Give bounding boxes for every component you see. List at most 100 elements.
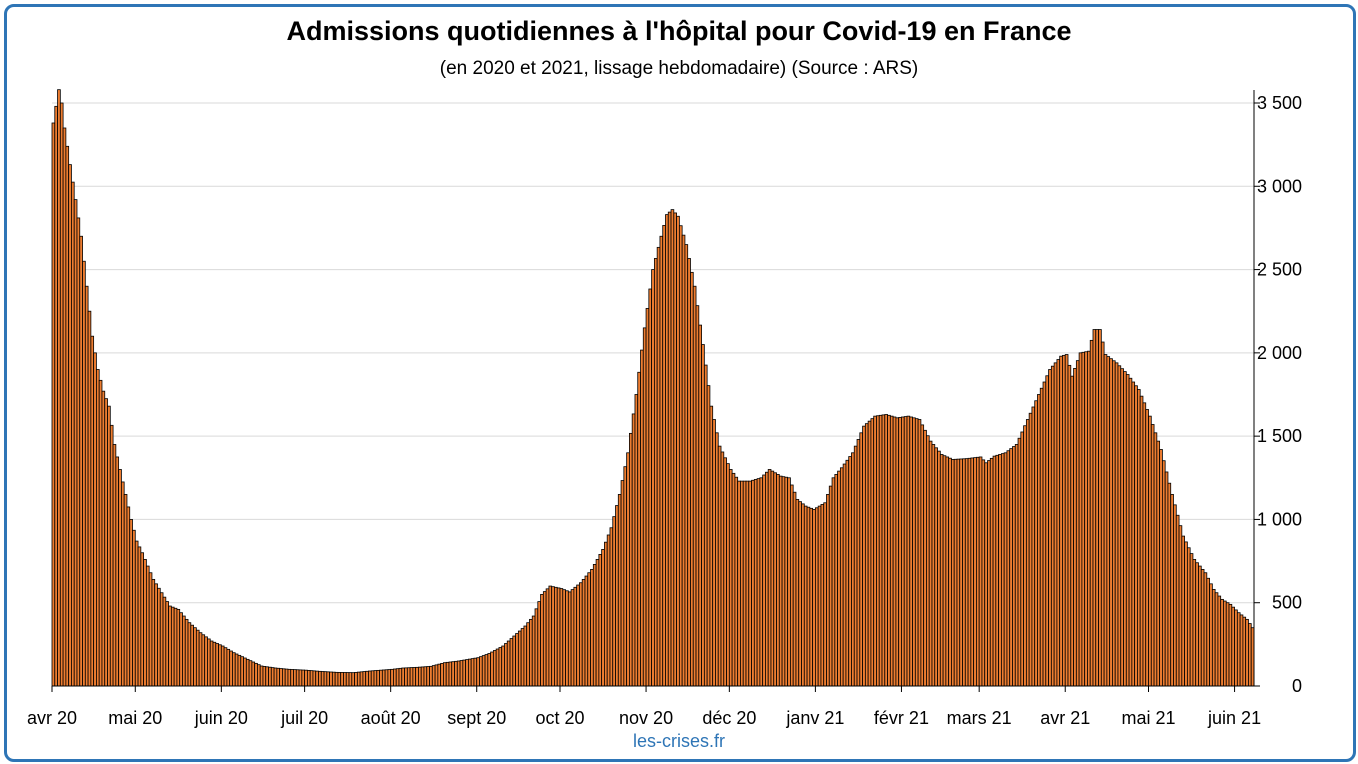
bar (162, 596, 167, 687)
bar (334, 671, 339, 687)
bar (517, 630, 522, 687)
bar (723, 457, 727, 687)
bar (1092, 329, 1097, 687)
bar (1006, 450, 1011, 687)
bar (759, 477, 764, 687)
bar (579, 582, 583, 687)
bar (670, 209, 675, 687)
bar (790, 484, 794, 687)
bar (845, 459, 850, 687)
bar (701, 344, 705, 687)
bar (240, 656, 244, 687)
bar (320, 671, 325, 687)
bar (576, 584, 580, 687)
bar (184, 618, 189, 687)
bar (343, 672, 347, 687)
bar (1120, 368, 1124, 687)
bar (1089, 339, 1094, 687)
bar (1211, 588, 1216, 687)
bar (1064, 354, 1069, 687)
bar (712, 419, 716, 687)
bar (1236, 612, 1241, 687)
bar (154, 583, 158, 687)
bar (1214, 592, 1219, 687)
bar (806, 506, 811, 687)
bar (942, 455, 947, 687)
bar (454, 660, 458, 687)
bar (115, 456, 120, 687)
bar (182, 615, 186, 687)
bar (751, 479, 755, 687)
bar (381, 669, 386, 687)
bar (237, 654, 242, 687)
bar (176, 608, 181, 687)
bar (776, 474, 780, 687)
bar (429, 665, 433, 687)
bar (665, 214, 669, 687)
bar (1100, 341, 1105, 687)
bar (437, 663, 442, 687)
bar (245, 658, 250, 687)
bar (903, 416, 908, 687)
bar (107, 405, 111, 687)
bar (1245, 618, 1249, 687)
bar (1003, 452, 1008, 687)
bar (1139, 395, 1144, 687)
bar (1159, 449, 1163, 687)
bar (101, 390, 106, 687)
y-tick-label: 3 000 (1257, 176, 1302, 196)
bar (989, 457, 994, 687)
bar (1109, 358, 1113, 687)
bar (931, 444, 936, 687)
bar (373, 670, 378, 687)
bar (634, 394, 639, 687)
bar (842, 463, 847, 687)
bar (720, 451, 725, 687)
bar (1134, 385, 1138, 687)
bar (509, 638, 514, 687)
bar (362, 671, 367, 687)
bar (753, 479, 758, 687)
bar (623, 466, 628, 687)
bar (1192, 559, 1197, 687)
bar (406, 667, 411, 687)
bar (448, 661, 453, 687)
bar (662, 225, 666, 687)
bar (290, 669, 294, 687)
bar (426, 666, 430, 687)
bar (803, 505, 808, 687)
bar (165, 601, 170, 687)
bar (559, 588, 564, 687)
x-tick-label: oct 20 (535, 708, 584, 728)
bar (604, 541, 608, 687)
x-tick-label: mars 21 (947, 708, 1012, 728)
bar (1056, 359, 1061, 687)
bar (609, 527, 614, 687)
bar (1231, 606, 1235, 687)
bar (1223, 600, 1227, 687)
bar (179, 612, 183, 687)
bar (301, 669, 306, 687)
bar (678, 225, 683, 687)
bar (540, 593, 544, 687)
bar (681, 234, 686, 687)
bar (781, 476, 786, 687)
bar (515, 633, 519, 687)
bar (337, 672, 342, 687)
bar (1087, 350, 1091, 687)
x-tick-label: janv 21 (785, 708, 844, 728)
bar (953, 458, 958, 687)
bar (445, 661, 450, 687)
bar (268, 666, 272, 687)
bar (257, 664, 261, 687)
bar (112, 444, 117, 687)
bar (1175, 514, 1180, 687)
bar (1112, 360, 1116, 687)
bar (884, 414, 888, 687)
bar (970, 457, 975, 687)
bar (1078, 352, 1083, 687)
bar (928, 440, 933, 687)
bar (740, 480, 744, 687)
bar (923, 429, 927, 687)
bar (1034, 400, 1038, 687)
